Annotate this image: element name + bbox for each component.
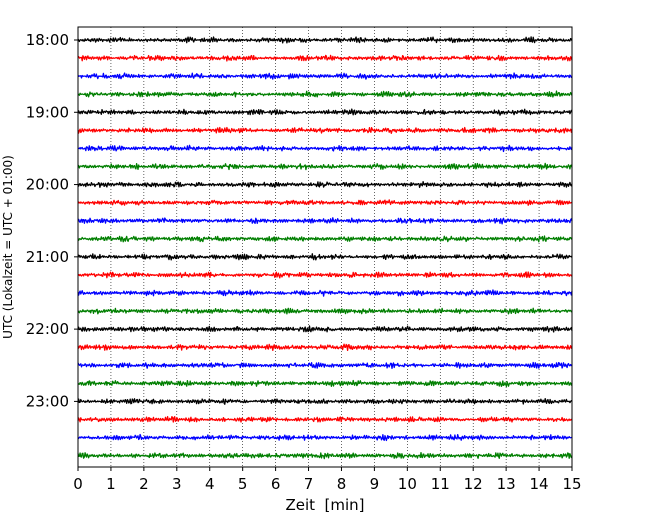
trace-3 (77, 90, 573, 98)
x-tick-label-3: 3 (172, 475, 182, 493)
x-tick-label-5: 5 (238, 475, 248, 493)
trace-22 (77, 433, 573, 442)
plot-frame (77, 26, 573, 468)
trace-0 (77, 36, 573, 44)
x-axis-ticks: 0 1 2 3 4 5 6 7 8 9 10 11 12 13 14 15 (73, 467, 582, 493)
trace-7 (77, 162, 573, 171)
x-tick-label-15: 15 (562, 475, 581, 493)
trace-2 (77, 72, 573, 80)
trace-19 (77, 379, 573, 388)
x-tick-label-6: 6 (271, 475, 281, 493)
x-tick-label-13: 13 (497, 475, 516, 493)
x-tick-label-0: 0 (73, 475, 83, 493)
x-tick-label-12: 12 (464, 475, 483, 493)
x-tick-label-8: 8 (337, 475, 347, 493)
trace-11 (77, 235, 572, 243)
trace-21 (77, 415, 573, 423)
x-tick-label-9: 9 (370, 475, 380, 493)
trace-20 (77, 397, 573, 405)
trace-17 (77, 343, 573, 352)
x-tick-label-4: 4 (205, 475, 215, 493)
y-tick-label-3: 21:00 (26, 248, 69, 266)
trace-10 (77, 217, 573, 225)
seismogram-traces (77, 36, 573, 460)
trace-23 (77, 451, 573, 460)
trace-16 (77, 325, 573, 333)
x-tick-label-10: 10 (398, 475, 417, 493)
x-axis-label: Zeit [min] (285, 496, 364, 514)
y-tick-label-5: 23:00 (26, 392, 69, 410)
y-axis-label: UTC (Lokalzeit = UTC + 01:00) (1, 155, 15, 339)
x-tick-label-1: 1 (106, 475, 116, 493)
x-tick-label-11: 11 (431, 475, 450, 493)
vertical-grid (110, 27, 540, 467)
trace-18 (77, 361, 573, 370)
y-tick-label-4: 22:00 (26, 320, 69, 338)
trace-4 (77, 108, 573, 116)
trace-12 (77, 253, 573, 261)
y-tick-label-0: 18:00 (26, 31, 69, 49)
x-tick-label-2: 2 (139, 475, 149, 493)
trace-5 (77, 126, 573, 135)
trace-9 (77, 199, 573, 206)
trace-15 (77, 307, 573, 315)
x-tick-label-7: 7 (304, 475, 314, 493)
trace-14 (77, 289, 573, 297)
trace-6 (77, 144, 573, 153)
y-tick-label-1: 19:00 (26, 103, 69, 121)
trace-1 (77, 54, 573, 62)
trace-13 (77, 271, 573, 279)
y-tick-label-2: 20:00 (26, 176, 69, 194)
y-axis-ticks: 18:00 19:00 20:00 21:00 22:00 23:00 (26, 31, 78, 410)
trace-8 (77, 181, 573, 189)
x-tick-label-14: 14 (530, 475, 549, 493)
